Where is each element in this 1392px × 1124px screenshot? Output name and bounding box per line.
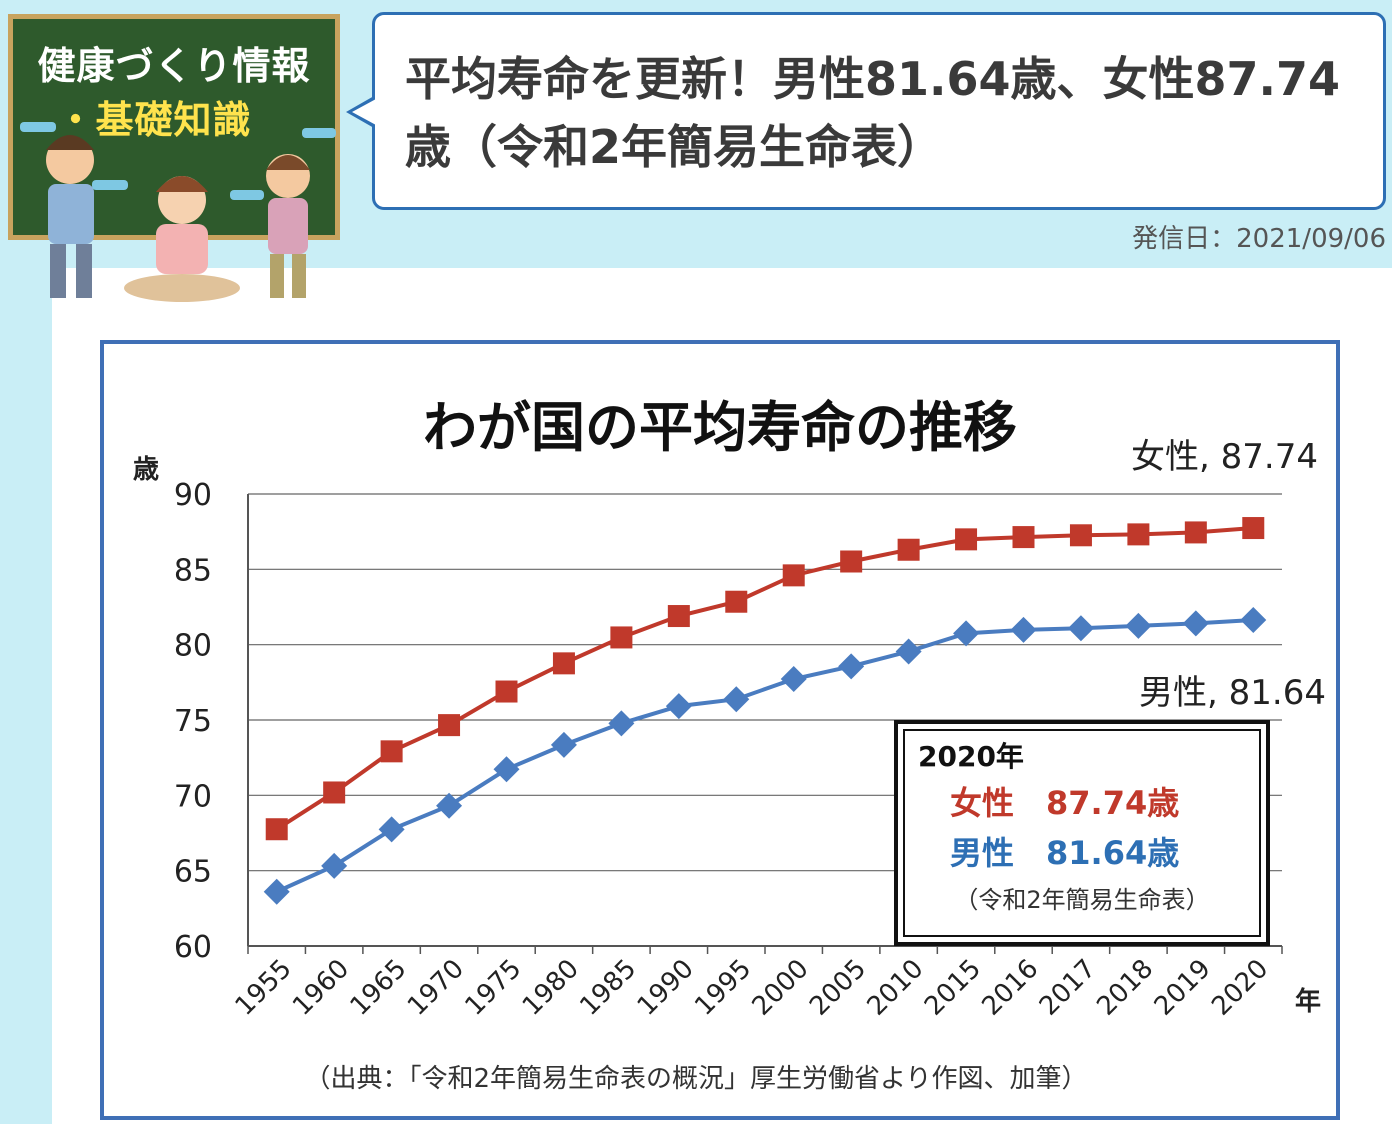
data-point-female [610, 626, 633, 649]
x-tick-label: 1990 [632, 954, 700, 1022]
y-tick-label: 70 [174, 779, 212, 814]
data-point-male [1067, 615, 1094, 642]
data-point-male [1182, 610, 1209, 637]
x-tick-label: 2017 [1034, 954, 1102, 1022]
x-tick-label: 2000 [747, 954, 815, 1022]
chart-source: （出典：「令和2年簡易生命表の概況」厚生労働省より作図、加筆） [304, 1064, 1088, 1094]
data-point-female [782, 564, 805, 587]
data-point-male [953, 620, 980, 647]
x-tick-label: 2005 [804, 954, 872, 1022]
x-tick-label: 1995 [689, 954, 757, 1022]
x-tick-label: 1965 [345, 954, 413, 1022]
x-tick-label: 1970 [402, 954, 470, 1022]
x-tick-label: 1975 [459, 954, 527, 1022]
annotation-male: 男性 81.64歳 [950, 834, 1179, 872]
data-point-male [378, 816, 405, 843]
data-point-female [1069, 524, 1092, 547]
data-point-female [1012, 526, 1035, 549]
female-end-label: 女性, 87.74 [1131, 437, 1318, 477]
data-point-male [493, 756, 520, 783]
data-point-female [1127, 523, 1150, 546]
y-tick-label: 60 [174, 930, 212, 965]
y-tick-label: 85 [174, 553, 212, 588]
x-tick-label: 2016 [976, 954, 1044, 1022]
data-point-male [608, 710, 635, 737]
data-point-male [838, 653, 865, 680]
data-point-male [1010, 616, 1037, 643]
data-point-female [265, 818, 288, 841]
data-point-female [955, 528, 978, 551]
x-tick-label: 2010 [862, 954, 930, 1022]
y-tick-label: 75 [174, 704, 212, 739]
y-tick-label: 90 [174, 478, 212, 513]
data-point-male [665, 693, 692, 720]
data-point-female [667, 605, 690, 628]
x-tick-label: 1980 [517, 954, 585, 1022]
data-point-female [323, 781, 346, 804]
data-point-male [436, 792, 463, 819]
chart-title: わが国の平均寿命の推移 [423, 396, 1017, 459]
annotation-note: （令和2年簡易生命表） [954, 886, 1209, 914]
annotation-title: 2020年 [918, 740, 1024, 773]
x-tick-label: 2018 [1091, 954, 1159, 1022]
left-margin-background [0, 268, 52, 1124]
headline-text: 平均寿命を更新！男性81.64歳、女性87.74歳（令和2年簡易生命表） [405, 52, 1341, 174]
annotation-box: 2020年 女性 87.74歳 男性 81.64歳 （令和2年簡易生命表） [894, 720, 1270, 946]
y-axis-label: 歳 [133, 455, 159, 485]
data-point-female [1184, 521, 1207, 544]
x-tick-label: 2019 [1149, 954, 1217, 1022]
publish-date: 発信日：2021/09/06 [1132, 224, 1386, 254]
y-tick-label: 65 [174, 855, 212, 890]
data-point-male [1125, 612, 1152, 639]
data-point-male [263, 878, 290, 905]
people-illustration-icon [20, 122, 336, 302]
x-tick-label: 1955 [230, 954, 298, 1022]
data-point-male [1240, 606, 1267, 633]
x-tick-label: 1985 [574, 954, 642, 1022]
x-tick-label: 2020 [1206, 954, 1274, 1022]
logo-line-2: ・基礎知識 [56, 98, 252, 142]
x-axis-label: 年 [1295, 986, 1321, 1017]
data-point-female [1242, 517, 1265, 540]
logo-line-1: 健康づくり情報 [37, 44, 311, 88]
data-point-female [380, 740, 403, 763]
data-point-female [840, 550, 863, 573]
data-point-female [725, 590, 748, 613]
data-point-male [780, 666, 807, 693]
annotation-female: 女性 87.74歳 [950, 784, 1179, 822]
data-point-male [550, 731, 577, 758]
x-tick-label: 1960 [287, 954, 355, 1022]
male-end-label: 男性, 81.64 [1139, 673, 1326, 713]
data-point-male [895, 638, 922, 665]
data-point-female [897, 538, 920, 561]
data-point-male [723, 686, 750, 713]
data-point-male [321, 852, 348, 879]
data-point-female [495, 680, 518, 703]
x-tick-label: 2015 [919, 954, 987, 1022]
y-tick-label: 80 [174, 629, 212, 664]
headline-bubble: 平均寿命を更新！男性81.64歳、女性87.74歳（令和2年簡易生命表） [372, 12, 1386, 210]
data-point-female [438, 714, 461, 737]
data-point-female [552, 652, 575, 675]
bubble-tail-inner [352, 99, 376, 125]
